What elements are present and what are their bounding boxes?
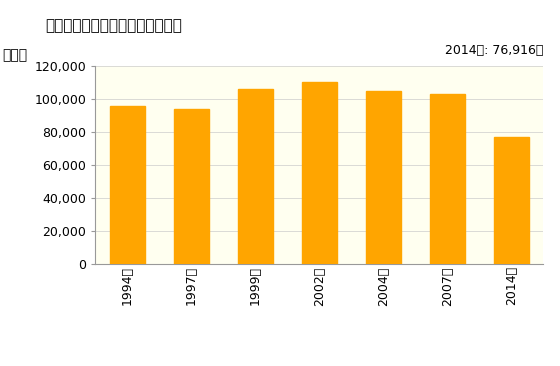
Text: 2014年: 76,916人: 2014年: 76,916人 — [445, 44, 543, 57]
Bar — [174, 109, 209, 264]
Bar — [366, 92, 401, 264]
Bar — [237, 89, 273, 264]
Bar — [493, 137, 529, 264]
Bar — [430, 94, 465, 264]
Bar — [302, 82, 337, 264]
Bar — [110, 106, 145, 264]
Text: その他の小売業の従業者数の推移: その他の小売業の従業者数の推移 — [45, 18, 181, 33]
Y-axis label: ［人］: ［人］ — [2, 48, 27, 62]
